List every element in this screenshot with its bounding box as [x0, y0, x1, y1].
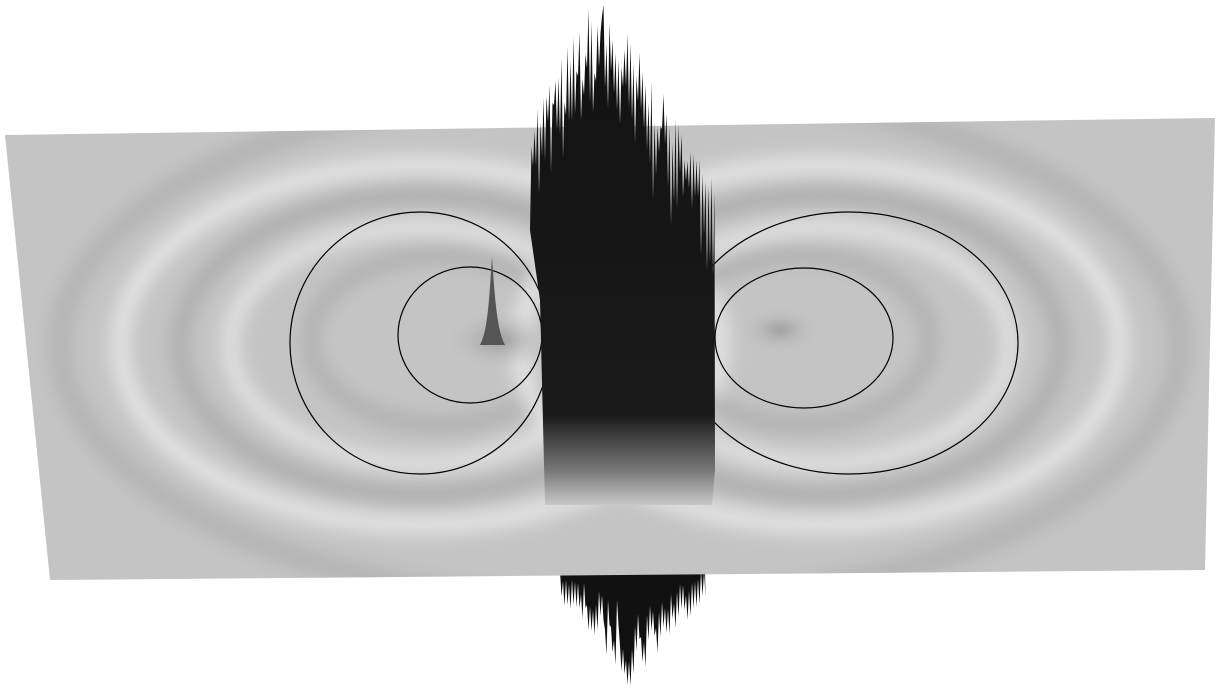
spike-column [530, 5, 715, 505]
small-peak [480, 257, 505, 345]
lower-spikes [560, 570, 706, 686]
